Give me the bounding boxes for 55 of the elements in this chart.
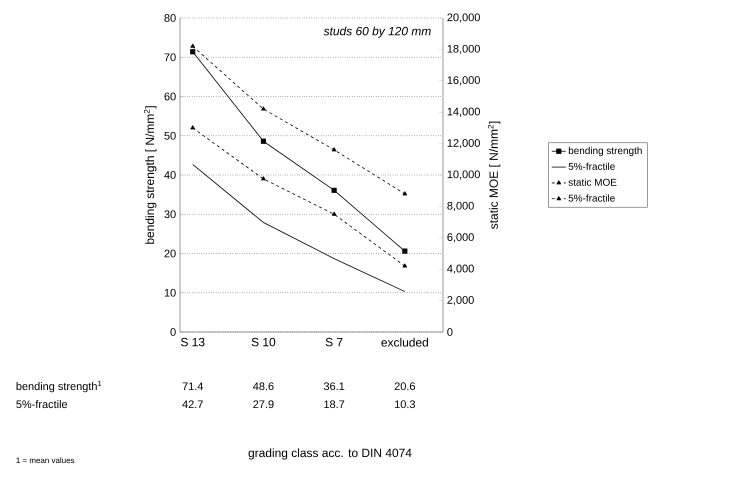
y2-tick-label: 0 (447, 328, 453, 336)
point (332, 147, 336, 152)
y2-tick-label: 18,000 (448, 44, 480, 54)
line-series (192, 164, 406, 292)
y-tick-label: 0 (170, 328, 176, 336)
data-label: 48.6 (253, 382, 274, 390)
point (261, 176, 266, 180)
y2-tick-label: 2,000 (447, 296, 474, 306)
x-tick-label: S 7 (326, 338, 342, 346)
legend-label: bending strength (568, 146, 642, 156)
point (261, 106, 266, 111)
legend-label: static MOE (568, 178, 616, 186)
y2-tick-label: 6,000 (447, 233, 474, 242)
y-tick-label: 80 (164, 14, 176, 22)
point (402, 191, 408, 196)
point (332, 188, 337, 193)
y2-tick-label: 10,000 (448, 170, 480, 180)
y-tick-label: 40 (164, 171, 176, 179)
x-tick-label: S 10 (252, 338, 276, 346)
y2-tick-label: 8,000 (447, 202, 474, 211)
legend-label: 5%-fractile (568, 194, 615, 202)
y-axis-title: bending strength [ N/mm$^{2}$] (144, 106, 156, 244)
text: bending strength$^{1}$ (16, 380, 102, 392)
y2-tick-label: 4,000 (447, 264, 474, 274)
point (190, 125, 196, 130)
y-tick-label: 70 (164, 53, 176, 62)
y2-tick-label: 20,000 (447, 13, 480, 23)
legend-label: 5%-fractile (568, 162, 615, 170)
text: 5%-fractile (16, 400, 68, 408)
point (402, 263, 408, 268)
y2-tick-label: 16,000 (448, 76, 480, 86)
y-tick-label: 10 (164, 288, 176, 297)
y-tick-label: 50 (164, 132, 176, 140)
data-label: 20.6 (394, 382, 416, 390)
y-tick-label: 60 (164, 92, 176, 100)
point (190, 44, 196, 48)
point (190, 49, 196, 54)
y2-tick-label: 14,000 (448, 108, 480, 117)
text: studs 60 by 120 mm (324, 26, 431, 38)
y2-axis-title: static MOE [ N/mm$^{2}$] (488, 122, 500, 229)
y-tick-label: 30 (164, 210, 176, 218)
point (402, 248, 408, 254)
point (260, 138, 266, 144)
text: grading class acc. to DIN 4074 (248, 448, 412, 460)
data-label: 36.1 (324, 382, 344, 390)
data-label: 10.3 (394, 400, 416, 408)
data-label: 42.7 (182, 400, 203, 408)
x-tick-label: S 13 (180, 338, 204, 346)
data-label: 27.9 (253, 400, 274, 408)
y2-tick-label: 12,000 (448, 139, 480, 148)
data-label: 71.4 (182, 382, 204, 390)
x-tick-label: excluded (381, 338, 428, 347)
point (332, 212, 336, 216)
y-tick-label: 20 (164, 250, 176, 258)
data-label: 18.7 (324, 400, 344, 408)
